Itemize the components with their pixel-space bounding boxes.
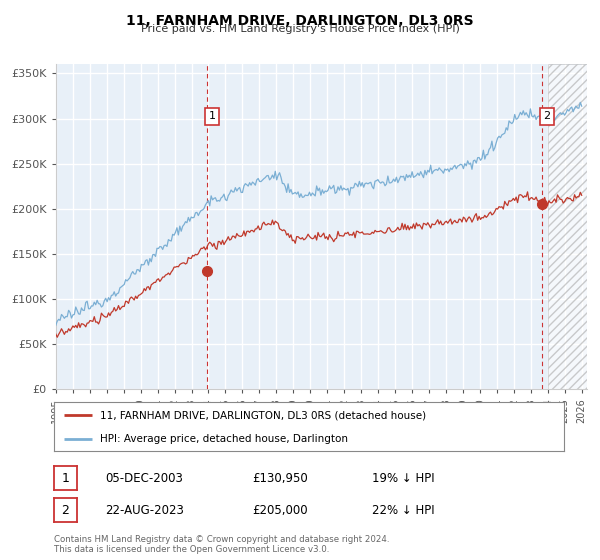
Text: 05-DEC-2003: 05-DEC-2003 <box>105 472 183 485</box>
Text: £130,950: £130,950 <box>252 472 308 485</box>
Text: 11, FARNHAM DRIVE, DARLINGTON, DL3 0RS: 11, FARNHAM DRIVE, DARLINGTON, DL3 0RS <box>126 14 474 28</box>
Text: 19% ↓ HPI: 19% ↓ HPI <box>372 472 434 485</box>
Text: Contains HM Land Registry data © Crown copyright and database right 2024.: Contains HM Land Registry data © Crown c… <box>54 534 389 544</box>
Text: Price paid vs. HM Land Registry's House Price Index (HPI): Price paid vs. HM Land Registry's House … <box>140 24 460 34</box>
Bar <box>548 64 587 389</box>
Text: 1: 1 <box>209 111 216 122</box>
Text: 22-AUG-2023: 22-AUG-2023 <box>105 503 184 517</box>
Text: 22% ↓ HPI: 22% ↓ HPI <box>372 503 434 517</box>
Text: HPI: Average price, detached house, Darlington: HPI: Average price, detached house, Darl… <box>100 433 348 444</box>
Text: 2: 2 <box>543 111 550 122</box>
Text: £205,000: £205,000 <box>252 503 308 517</box>
Text: 11, FARNHAM DRIVE, DARLINGTON, DL3 0RS (detached house): 11, FARNHAM DRIVE, DARLINGTON, DL3 0RS (… <box>100 410 426 420</box>
Text: 1: 1 <box>61 472 70 485</box>
Text: This data is licensed under the Open Government Licence v3.0.: This data is licensed under the Open Gov… <box>54 545 329 554</box>
Text: 2: 2 <box>61 503 70 517</box>
